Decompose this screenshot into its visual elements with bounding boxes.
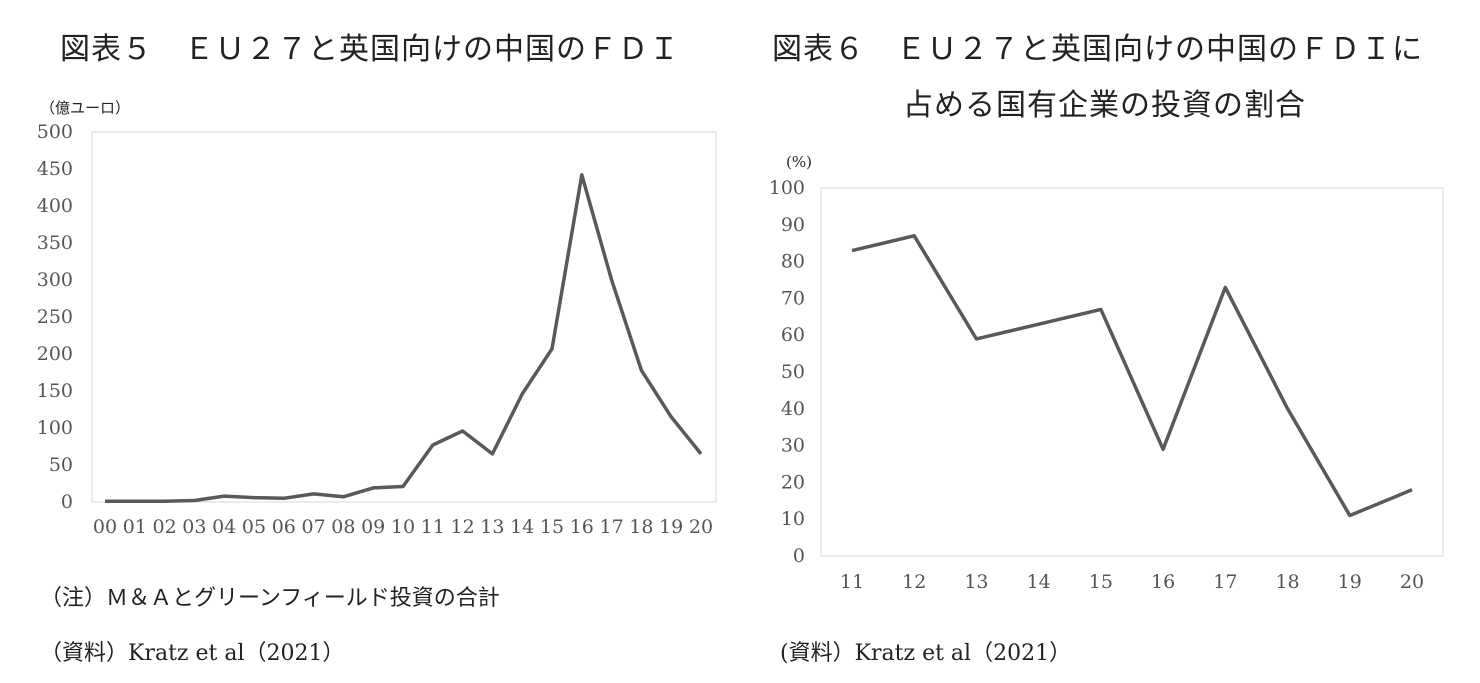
- chart2-y-tick-label: 40: [781, 398, 805, 420]
- chart2-x-tick-label: 12: [902, 571, 926, 593]
- chart1-y-tick-label: 250: [37, 306, 73, 328]
- chart2-data-point: [1411, 488, 1414, 491]
- chart1-y-tick-label: 300: [37, 269, 73, 291]
- chart1-plot-frame: [91, 131, 717, 503]
- chart1-x-tick-label: 15: [540, 516, 564, 538]
- chart1-x-tick-label: 01: [123, 516, 147, 538]
- chart1-x-tick-label: 08: [331, 516, 355, 538]
- chart1-y-tick-label: 50: [49, 454, 73, 476]
- chart1-y-tick-label: 400: [37, 195, 73, 217]
- chart2-y-tick-label: 30: [781, 435, 805, 457]
- chart2-y-tick-label: 20: [781, 471, 805, 493]
- chart1-y-tick-label: 450: [37, 158, 73, 180]
- chart1-x-tick-label: 19: [659, 516, 683, 538]
- chart2-data-point: [851, 249, 854, 252]
- chart1-x-tick-label: 20: [689, 516, 713, 538]
- chart1-source: （資料）Kratz et al（2021）: [40, 641, 345, 666]
- chart2-y-tick-label: 90: [781, 214, 805, 236]
- chart2-plot-frame: [820, 187, 1444, 557]
- chart1-x-tick-label: 14: [510, 516, 534, 538]
- chart2-x-tick-label: 20: [1400, 571, 1424, 593]
- chart2-x-tick-label: 18: [1275, 571, 1299, 593]
- chart2-y-tick-label: 70: [781, 287, 805, 309]
- chart1-x-tick-label: 10: [391, 516, 415, 538]
- chart2-series-line: [851, 234, 1413, 518]
- chart1-x-tick-label: 12: [451, 516, 475, 538]
- chart2-x-tick-label: 16: [1151, 571, 1175, 593]
- chart1-y-tick-label: 0: [61, 491, 73, 513]
- chart2-data-point: [1099, 308, 1102, 311]
- chart2-y-tick-label: 60: [781, 324, 805, 346]
- chart2-x-tick-label: 17: [1213, 571, 1237, 593]
- chart2-y-tick-label: 50: [781, 361, 805, 383]
- chart1-x-tick-label: 18: [629, 516, 653, 538]
- chart1-x-tick-label: 04: [212, 516, 236, 538]
- chart2-data-point: [913, 234, 916, 237]
- chart2-data-point: [1162, 448, 1165, 451]
- chart1-title: 図表５ ＥＵ２７と英国向けの中国のＦＤＩ: [60, 32, 680, 67]
- chart1-y-tick-label: 100: [37, 417, 73, 439]
- chart2-y-tick-label: 10: [781, 508, 805, 530]
- chart1-x-tick-label: 02: [153, 516, 177, 538]
- chart2-data-point: [1348, 514, 1351, 517]
- chart1-x-tick-label: 16: [570, 516, 594, 538]
- chart2-y-tick-label: 80: [781, 251, 805, 273]
- chart2-data-point: [975, 337, 978, 340]
- chart2-x-tick-label: 19: [1338, 571, 1362, 593]
- chart1-x-tick-label: 00: [93, 516, 117, 538]
- chart2-x-tick-label: 15: [1089, 571, 1113, 593]
- chart1-unit-label: （億ユーロ）: [40, 99, 131, 117]
- chart2-source: (資料）Kratz et al（2021）: [780, 641, 1072, 666]
- chart2-y-tick-label: 100: [769, 177, 805, 199]
- chart1-x-tick-label: 13: [480, 516, 504, 538]
- chart1-x-tick-label: 06: [272, 516, 296, 538]
- chart1-y-tick-label: 150: [37, 380, 73, 402]
- chart1-x-tick-label: 11: [421, 516, 445, 538]
- chart2-data-point: [1224, 286, 1227, 289]
- chart2-title-line2: 占める国有企業の投資の割合: [903, 88, 1306, 123]
- chart1-y-tick-label: 200: [37, 343, 73, 365]
- chart1-y-tick-label: 500: [37, 121, 73, 143]
- chart1-x-tick-label: 03: [182, 516, 206, 538]
- chart1-x-tick-label: 07: [302, 516, 326, 538]
- chart1-x-tick-label: 09: [361, 516, 385, 538]
- chart2-x-tick-label: 13: [964, 571, 988, 593]
- chart2-x-tick-label: 11: [840, 571, 864, 593]
- chart2-title-line1: 図表６ ＥＵ２７と英国向けの中国のＦＤＩに: [772, 32, 1423, 67]
- chart1-series-line: [105, 173, 703, 504]
- chart2-data-point: [1286, 407, 1289, 410]
- chart2-y-tick-label: 0: [793, 545, 805, 567]
- chart2-unit-label: (%): [786, 153, 812, 171]
- chart1-y-tick-label: 350: [37, 232, 73, 254]
- chart1-x-tick-label: 17: [600, 516, 624, 538]
- chart1-x-tick-label: 05: [242, 516, 266, 538]
- chart2-x-tick-label: 14: [1027, 571, 1051, 593]
- chart2-data-point: [1037, 323, 1040, 326]
- chart1-note: （注）Ｍ＆Ａとグリーンフィールド投資の合計: [40, 586, 500, 611]
